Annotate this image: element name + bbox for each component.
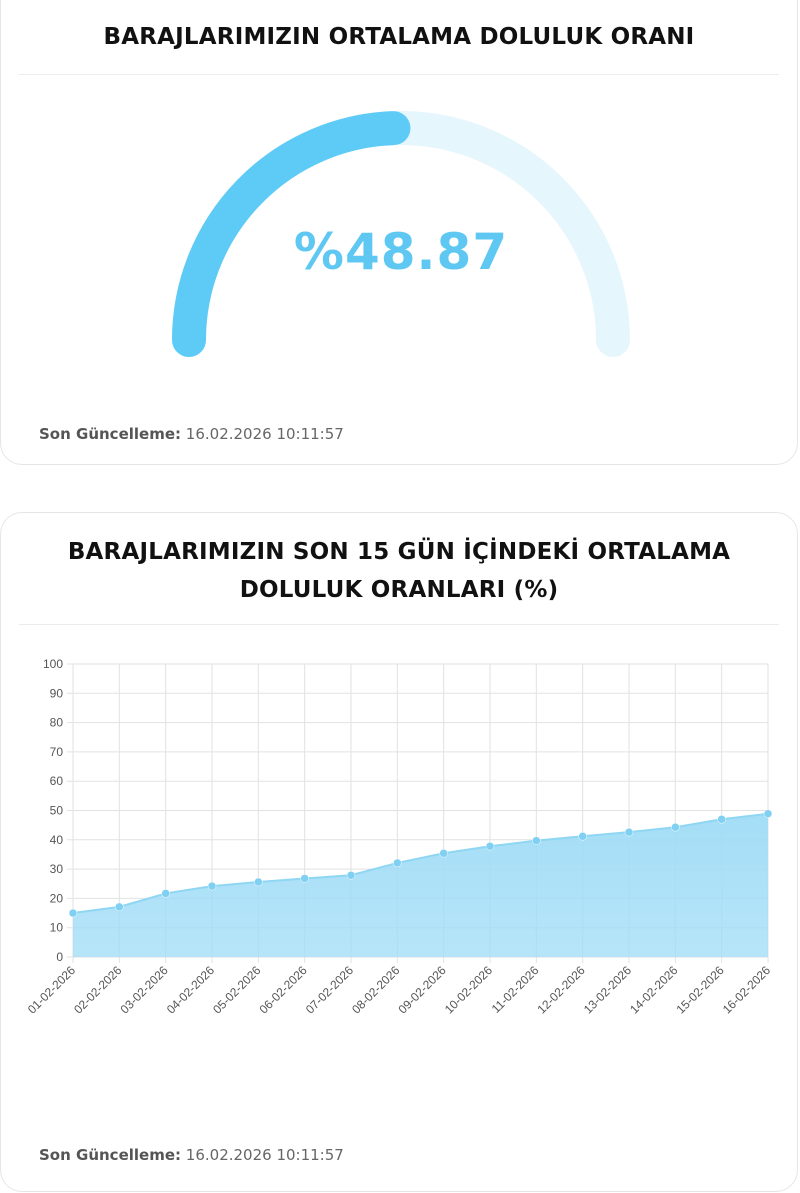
- x-tick-label: 02-02-2026: [71, 963, 125, 1017]
- data-point[interactable]: [115, 902, 124, 912]
- gauge-chart: [172, 111, 630, 357]
- gauge-card-title: BARAJLARIMIZIN ORTALAMA DOLULUK ORANI: [103, 24, 695, 50]
- series-area: [73, 813, 768, 957]
- y-tick-label: 90: [50, 686, 64, 700]
- x-tick-label: 08-02-2026: [349, 963, 403, 1017]
- x-tick-label: 04-02-2026: [164, 963, 218, 1017]
- x-tick-label: 14-02-2026: [627, 963, 681, 1017]
- data-point[interactable]: [207, 881, 217, 891]
- data-point[interactable]: [68, 908, 78, 918]
- data-point[interactable]: [671, 822, 680, 832]
- x-tick-label: 06-02-2026: [256, 963, 310, 1017]
- last-updated-value: 16.02.2026 10:11:57: [185, 425, 344, 443]
- x-tick-label: 10-02-2026: [442, 963, 496, 1017]
- data-point[interactable]: [485, 841, 495, 851]
- gauge-value: %48.87: [293, 223, 509, 281]
- y-tick-label: 30: [50, 862, 64, 876]
- chart-last-updated: Son Güncelleme: 16.02.2026 10:11:57: [39, 1146, 344, 1164]
- x-tick-label: 09-02-2026: [395, 963, 449, 1017]
- chart-card-title-line2: DOLULUK ORANLARI (%): [239, 577, 559, 603]
- gauge-fill: [172, 111, 411, 357]
- history-chart-card: BARAJLARIMIZIN SON 15 GÜN İÇİNDEKİ ORTAL…: [0, 512, 798, 1192]
- x-tick-label: 01-02-2026: [25, 963, 79, 1017]
- history-area-chart: 0 10 20 30 40 50 60 70 80 90 100 01-02-202602-02-20…: [25, 657, 774, 1017]
- last-updated-label: Son Güncelleme:: [39, 425, 182, 443]
- x-tick-label: 12-02-2026: [534, 963, 588, 1017]
- x-tick-label: 15-02-2026: [673, 963, 727, 1017]
- last-updated-label: Son Güncelleme:: [39, 1146, 182, 1164]
- data-point[interactable]: [300, 874, 309, 883]
- data-point[interactable]: [161, 889, 170, 898]
- y-tick-label: 60: [50, 774, 64, 788]
- series-line: [72, 812, 769, 915]
- data-point[interactable]: [532, 836, 541, 845]
- data-point[interactable]: [393, 858, 402, 868]
- gauge-card-divider: [19, 74, 779, 75]
- last-updated-value: 16.02.2026 10:11:57: [185, 1146, 344, 1164]
- chart-card-divider: [19, 624, 779, 625]
- x-tick-label: 07-02-2026: [303, 963, 357, 1017]
- y-tick-label: 10: [50, 921, 64, 935]
- y-tick-label: 40: [50, 833, 64, 847]
- y-tick-label: 50: [50, 804, 64, 818]
- x-tick-label: 13-02-2026: [581, 963, 635, 1017]
- data-point[interactable]: [763, 809, 773, 818]
- gauge-card: BARAJLARIMIZIN ORTALAMA DOLULUK ORANI %4…: [0, 0, 798, 465]
- chart-card-title-line1: BARAJLARIMIZIN SON 15 GÜN İÇİNDEKİ ORTAL…: [67, 539, 731, 565]
- x-tick-label: 11-02-2026: [489, 963, 542, 1016]
- y-tick-label: 70: [50, 745, 64, 759]
- y-tick-label: 20: [50, 891, 64, 905]
- x-tick-label: 16-02-2026: [720, 963, 774, 1017]
- gauge-last-updated: Son Güncelleme: 16.02.2026 10:11:57: [39, 425, 344, 443]
- data-point[interactable]: [624, 827, 634, 837]
- y-tick-label: 80: [50, 716, 64, 730]
- data-point[interactable]: [254, 877, 263, 887]
- data-point[interactable]: [439, 849, 448, 858]
- x-tick-label: 05-02-2026: [210, 963, 264, 1017]
- y-tick-label: 0: [56, 950, 63, 964]
- y-tick-label: 100: [43, 657, 63, 671]
- data-point[interactable]: [717, 815, 726, 824]
- x-tick-label: 03-02-2026: [117, 963, 171, 1017]
- data-point[interactable]: [346, 871, 356, 880]
- data-point[interactable]: [578, 832, 587, 841]
